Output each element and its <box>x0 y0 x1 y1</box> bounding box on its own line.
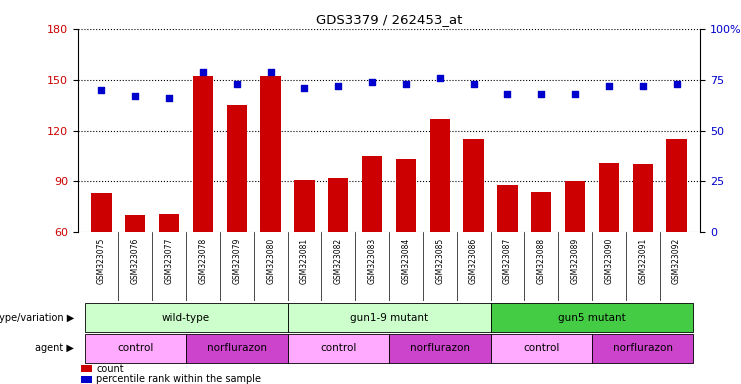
Text: agent ▶: agent ▶ <box>36 343 74 354</box>
Bar <box>491 334 592 363</box>
Text: wild-type: wild-type <box>162 313 210 323</box>
Point <box>569 91 581 97</box>
Bar <box>294 180 315 232</box>
Text: GSM323079: GSM323079 <box>232 238 242 284</box>
Bar <box>186 334 288 363</box>
Bar <box>491 303 694 332</box>
Text: genotype/variation ▶: genotype/variation ▶ <box>0 313 74 323</box>
Point <box>299 85 310 91</box>
Text: gun5 mutant: gun5 mutant <box>558 313 626 323</box>
Bar <box>633 164 653 232</box>
Text: GSM323078: GSM323078 <box>199 238 207 284</box>
Text: norflurazon: norflurazon <box>613 343 673 354</box>
Bar <box>288 334 389 363</box>
Text: control: control <box>320 343 356 354</box>
Bar <box>362 156 382 232</box>
Point <box>197 68 209 74</box>
Text: GSM323091: GSM323091 <box>638 238 647 284</box>
Text: percentile rank within the sample: percentile rank within the sample <box>96 374 262 384</box>
Text: gun1-9 mutant: gun1-9 mutant <box>350 313 428 323</box>
Point <box>502 91 514 97</box>
Point <box>433 74 445 81</box>
Point <box>265 68 276 74</box>
Point <box>468 81 479 87</box>
Point <box>163 95 175 101</box>
Bar <box>81 376 92 383</box>
Bar <box>565 182 585 232</box>
Bar <box>328 178 348 232</box>
Bar <box>261 76 281 232</box>
Bar <box>288 303 491 332</box>
Text: GSM323089: GSM323089 <box>571 238 579 284</box>
Text: control: control <box>523 343 559 354</box>
Text: GSM323084: GSM323084 <box>402 238 411 284</box>
Point <box>366 79 378 85</box>
Text: GSM323088: GSM323088 <box>536 238 546 284</box>
Point <box>130 93 142 99</box>
Point <box>637 83 648 89</box>
Text: GSM323085: GSM323085 <box>435 238 445 284</box>
Text: GSM323092: GSM323092 <box>672 238 681 284</box>
Text: GSM323076: GSM323076 <box>131 238 140 284</box>
Bar <box>389 334 491 363</box>
Point <box>96 87 107 93</box>
Text: GSM323081: GSM323081 <box>300 238 309 284</box>
Bar <box>599 163 619 232</box>
Point <box>603 83 615 89</box>
Bar <box>497 185 517 232</box>
Text: GSM323090: GSM323090 <box>605 238 614 284</box>
Point <box>400 81 412 87</box>
Bar <box>531 192 551 232</box>
Text: GSM323080: GSM323080 <box>266 238 275 284</box>
Text: GSM323082: GSM323082 <box>333 238 343 284</box>
Text: norflurazon: norflurazon <box>207 343 267 354</box>
Text: GSM323075: GSM323075 <box>97 238 106 284</box>
Text: count: count <box>96 364 124 374</box>
Point <box>671 81 682 87</box>
Text: control: control <box>117 343 153 354</box>
Bar <box>91 193 112 232</box>
Bar <box>227 105 247 232</box>
Point <box>535 91 547 97</box>
Text: GSM323077: GSM323077 <box>165 238 173 284</box>
Text: GSM323083: GSM323083 <box>368 238 376 284</box>
Bar <box>193 76 213 232</box>
Bar <box>159 214 179 232</box>
Bar <box>81 365 92 372</box>
Bar <box>592 334 694 363</box>
Bar <box>84 334 186 363</box>
Bar <box>125 215 145 232</box>
Text: GSM323086: GSM323086 <box>469 238 478 284</box>
Text: norflurazon: norflurazon <box>410 343 470 354</box>
Text: GSM323087: GSM323087 <box>503 238 512 284</box>
Point <box>333 83 345 89</box>
Point <box>231 81 243 87</box>
Bar <box>84 303 288 332</box>
Bar <box>396 159 416 232</box>
Title: GDS3379 / 262453_at: GDS3379 / 262453_at <box>316 13 462 26</box>
Bar <box>430 119 450 232</box>
Bar <box>666 139 687 232</box>
Bar <box>463 139 484 232</box>
